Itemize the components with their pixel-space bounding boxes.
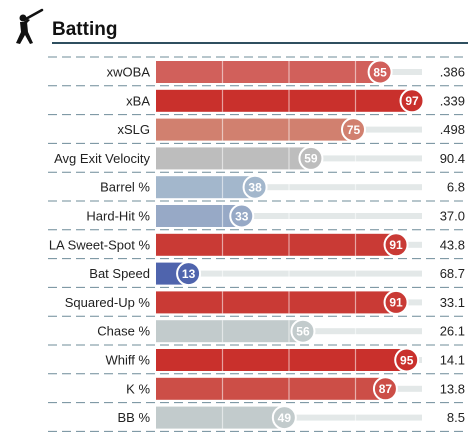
stat-value-barrel-pct: 6.8 — [447, 180, 465, 195]
percentile-bar-bb-pct — [156, 406, 287, 429]
percentile-marker-chase-pct — [290, 318, 316, 344]
percentile-marker-barrel-pct — [242, 174, 268, 200]
percentile-value-chase-pct: 56 — [296, 325, 310, 339]
metric-label-hard-hit-pct: Hard-Hit % — [86, 209, 150, 224]
section-header: Batting — [0, 0, 468, 48]
stat-value-k-pct: 13.8 — [440, 381, 465, 396]
percentile-marker-avg-exit-velocity — [298, 145, 324, 171]
percentile-bar-la-sweet-spot-pct — [156, 233, 399, 256]
percentile-bar-squared-up-pct — [156, 291, 399, 314]
percentile-bar-whiff-pct — [156, 349, 409, 371]
percentile-value-whiff-pct: 95 — [400, 353, 414, 367]
stat-value-xslg: .498 — [440, 122, 465, 137]
percentile-marker-la-sweet-spot-pct — [383, 232, 409, 258]
percentile-value-hard-hit-pct: 33 — [235, 209, 249, 223]
stat-value-hard-hit-pct: 37.0 — [440, 209, 465, 224]
percentile-value-xwoba: 85 — [373, 65, 387, 79]
metric-label-chase-pct: Chase % — [97, 324, 150, 339]
percentile-marker-xba — [399, 88, 425, 114]
percentile-bar-avg-exit-velocity — [156, 147, 313, 170]
percentile-value-la-sweet-spot-pct: 91 — [389, 238, 403, 252]
stat-value-chase-pct: 26.1 — [440, 324, 465, 339]
percentile-marker-k-pct — [372, 376, 398, 402]
percentile-bar-chase-pct — [156, 320, 305, 343]
percentile-bar-xslg — [156, 118, 356, 141]
percentile-bar-k-pct — [156, 377, 388, 400]
batter-silhouette-icon — [16, 8, 44, 44]
percentile-value-squared-up-pct: 91 — [389, 296, 403, 310]
percentile-value-avg-exit-velocity: 59 — [304, 152, 318, 166]
percentile-bar-xwoba — [156, 61, 383, 83]
stat-value-bat-speed: 68.7 — [440, 266, 465, 281]
stat-value-avg-exit-velocity: 90.4 — [440, 151, 465, 166]
section-title: Batting — [52, 19, 118, 40]
metric-label-xwoba: xwOBA — [107, 65, 151, 80]
percentile-value-barrel-pct: 38 — [248, 181, 262, 195]
percentile-value-k-pct: 87 — [379, 382, 393, 396]
metric-label-xba: xBA — [126, 93, 150, 108]
stat-value-whiff-pct: 14.1 — [440, 353, 465, 368]
metric-label-xslg: xSLG — [117, 122, 150, 137]
stat-value-bb-pct: 8.5 — [447, 410, 465, 425]
percentile-marker-hard-hit-pct — [229, 203, 255, 229]
stat-value-squared-up-pct: 33.1 — [440, 295, 465, 310]
percentile-value-xba: 97 — [405, 94, 419, 108]
stat-value-xba: .339 — [440, 93, 465, 108]
percentile-bar-hard-hit-pct — [156, 205, 244, 227]
metric-label-k-pct: K % — [126, 381, 150, 396]
stat-value-la-sweet-spot-pct: 43.8 — [440, 237, 465, 252]
metric-label-la-sweet-spot-pct: LA Sweet-Spot % — [49, 237, 151, 252]
percentile-marker-bb-pct — [271, 405, 297, 431]
percentile-marker-xslg — [341, 117, 366, 143]
metric-label-whiff-pct: Whiff % — [105, 353, 150, 368]
percentile-bar-xba — [156, 89, 415, 112]
percentile-bar-barrel-pct — [156, 176, 258, 199]
metric-label-avg-exit-velocity: Avg Exit Velocity — [54, 151, 150, 166]
percentile-marker-squared-up-pct — [383, 289, 409, 315]
percentile-value-bat-speed: 13 — [182, 267, 196, 281]
metric-label-bb-pct: BB % — [117, 410, 150, 425]
percentile-value-bb-pct: 49 — [278, 411, 292, 425]
metric-label-squared-up-pct: Squared-Up % — [65, 295, 151, 310]
percentile-marker-bat-speed — [176, 261, 202, 287]
metric-label-bat-speed: Bat Speed — [89, 266, 150, 281]
percentile-marker-xwoba — [367, 59, 393, 85]
percentile-value-xslg: 75 — [347, 123, 361, 137]
stat-value-xwoba: .386 — [440, 65, 465, 80]
percentile-marker-whiff-pct — [394, 347, 420, 373]
header-divider — [52, 42, 468, 44]
metric-label-barrel-pct: Barrel % — [100, 180, 150, 195]
